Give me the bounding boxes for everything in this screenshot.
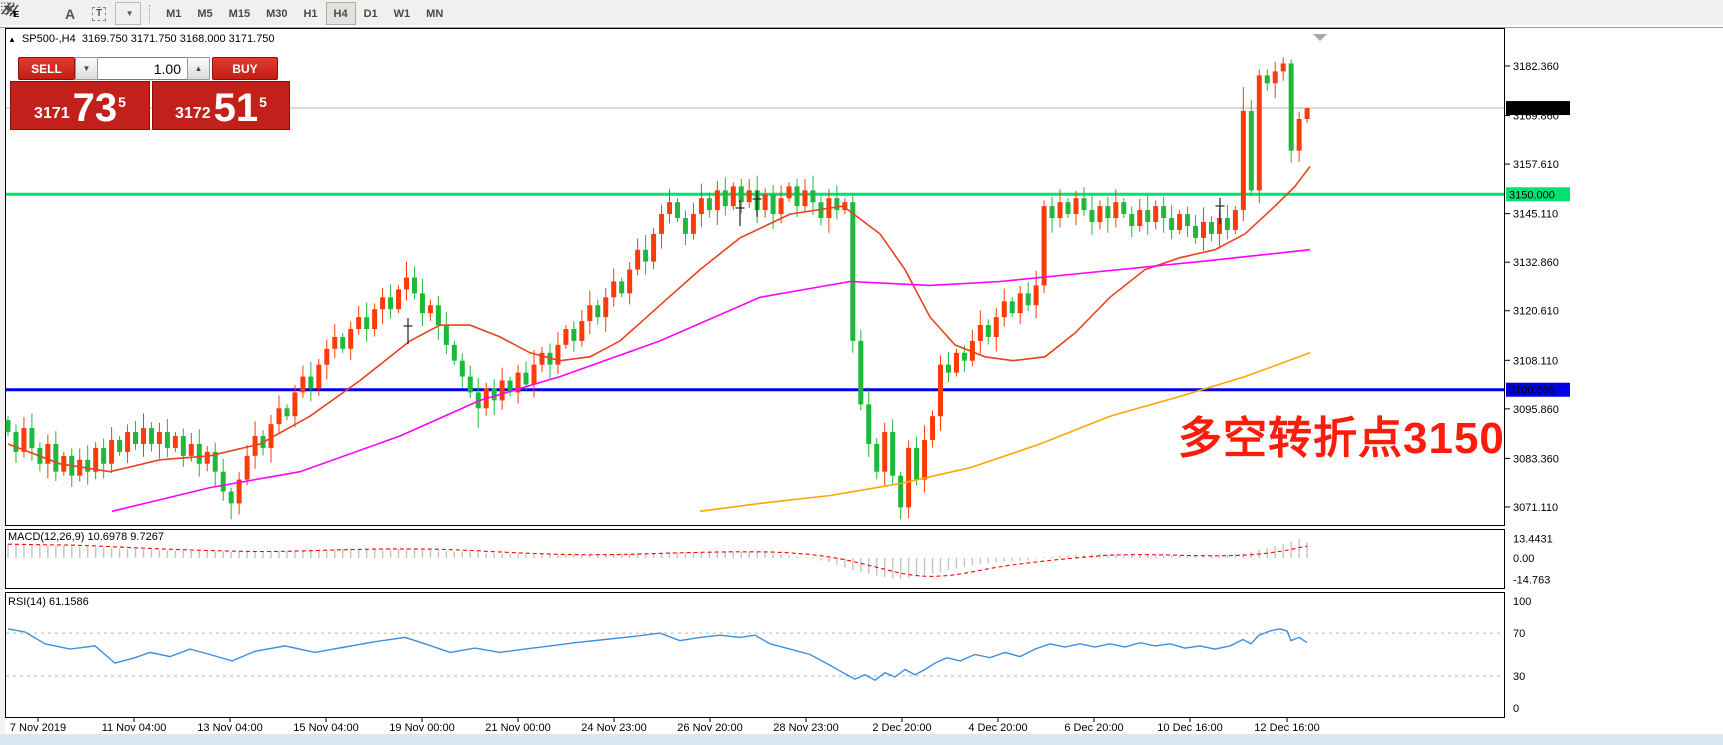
timeframe-button-M30[interactable]: M30 <box>258 2 295 25</box>
chinese-annotation-text: 多空转折点3150 <box>1178 414 1505 463</box>
svg-text:3150.000: 3150.000 <box>1509 189 1555 201</box>
sell-button[interactable]: SELL <box>18 57 75 80</box>
panel-frames <box>0 28 1723 745</box>
sell-price-sup: 5 <box>118 94 126 110</box>
buy-button[interactable]: BUY <box>212 57 278 80</box>
svg-text:3071.110: 3071.110 <box>1513 502 1558 514</box>
ma-fast-red-line <box>7 166 1311 473</box>
timeframe-button-H1[interactable]: H1 <box>295 2 325 25</box>
svg-text:E: E <box>14 10 20 18</box>
spinner-down-icon: ▼ <box>82 64 91 73</box>
toolbar: E F A T ▼ M1 M5 M15 M30 H <box>0 0 1723 28</box>
svg-text:19 Nov 00:00: 19 Nov 00:00 <box>389 722 454 734</box>
timeframe-button-H4[interactable]: H4 <box>325 2 356 25</box>
svg-text:0: 0 <box>1513 703 1519 715</box>
svg-text:3108.110: 3108.110 <box>1513 355 1558 367</box>
svg-text:28 Nov 23:00: 28 Nov 23:00 <box>773 722 838 734</box>
sell-price-pips: 73 <box>72 86 118 130</box>
spinner-up-icon: ▲ <box>194 64 203 73</box>
arrows-button[interactable]: ▼ <box>4 2 142 25</box>
ohlc-values: 3169.750 3171.750 3168.000 3171.750 <box>81 33 275 45</box>
sell-price-main: 3171 <box>34 105 70 122</box>
rsi-label: RSI(14) 61.1586 <box>8 596 89 608</box>
order-row: SELL ▼ ▲ BUY <box>18 57 278 80</box>
volume-increase-button[interactable]: ▲ <box>187 57 210 80</box>
svg-text:3120.610: 3120.610 <box>1513 306 1559 318</box>
svg-text:13.4431: 13.4431 <box>1513 534 1553 546</box>
cross-marks <box>403 191 1225 344</box>
svg-text:3095.860: 3095.860 <box>1513 404 1559 416</box>
timeframe-bar: M1 M5 M15 M30 H1 H4 D1 W1 MN <box>158 2 451 25</box>
text-box-button[interactable]: T <box>85 2 113 25</box>
svg-text:100: 100 <box>1513 596 1531 608</box>
svg-text:3157.610: 3157.610 <box>1513 159 1559 171</box>
buy-price-panel[interactable]: 3172 51 5 <box>152 81 290 130</box>
ma-slow-orange-line <box>699 352 1311 513</box>
price-row: 3171 73 5 3172 51 5 <box>10 81 290 130</box>
svg-text:6 Dec 20:00: 6 Dec 20:00 <box>1064 722 1123 734</box>
svg-text:3171.750: 3171.750 <box>1509 103 1555 115</box>
macd-signal-line <box>7 543 1308 577</box>
symbol-label: SP500-,H4 <box>21 33 76 45</box>
timeframe-button-M1[interactable]: M1 <box>158 2 189 25</box>
chart-title-bar[interactable]: ▲ SP500-,H4 3169.750 3171.750 3168.000 31… <box>8 33 275 45</box>
svg-text:2 Dec 20:00: 2 Dec 20:00 <box>872 722 931 734</box>
volume-input[interactable] <box>98 57 187 80</box>
text-label-icon: A <box>64 5 76 22</box>
svg-text:3100.685: 3100.685 <box>1509 385 1555 397</box>
buy-price-pips: 51 <box>213 86 259 130</box>
timeframe-button-MN[interactable]: MN <box>418 2 451 25</box>
svg-text:26 Nov 20:00: 26 Nov 20:00 <box>677 722 742 734</box>
svg-text:24 Nov 23:00: 24 Nov 23:00 <box>581 722 646 734</box>
time-axis: 7 Nov 2019 11 Nov 04:00 13 Nov 04:00 15 Nov… <box>10 718 1320 734</box>
chevron-down-icon: ▼ <box>125 9 134 18</box>
fibonacci-button[interactable]: F <box>1 2 55 25</box>
rsi-panel <box>6 628 1504 682</box>
toolbar-separator <box>149 4 151 23</box>
svg-text:13 Nov 04:00: 13 Nov 04:00 <box>197 722 262 734</box>
macd-panel <box>7 539 1308 580</box>
svg-text:7 Nov 2019: 7 Nov 2019 <box>10 722 66 734</box>
text-box-icon: T <box>92 6 107 21</box>
svg-text:F: F <box>13 10 18 18</box>
chart-shift-marker-icon[interactable] <box>1313 34 1327 41</box>
svg-text:-14.763: -14.763 <box>1513 574 1550 586</box>
svg-text:30: 30 <box>1513 671 1525 683</box>
timeframe-button-D1[interactable]: D1 <box>356 2 386 25</box>
buy-price-main: 3172 <box>175 105 211 122</box>
svg-text:0.00: 0.00 <box>1513 553 1534 565</box>
ma-mid-magenta-line <box>111 248 1311 513</box>
timeframe-button-W1[interactable]: W1 <box>386 2 419 25</box>
timeframe-button-M15[interactable]: M15 <box>221 2 258 25</box>
volume-decrease-button[interactable]: ▼ <box>75 57 98 80</box>
svg-text:11 Nov 04:00: 11 Nov 04:00 <box>102 722 167 734</box>
collapse-triangle-icon[interactable]: ▲ <box>8 35 16 44</box>
macd-label: MACD(12,26,9) 10.6978 9.7267 <box>8 531 164 543</box>
text-label-button[interactable]: A <box>57 2 83 25</box>
rsi-line <box>7 628 1308 682</box>
svg-text:3132.860: 3132.860 <box>1513 257 1559 269</box>
timeframe-button-M5[interactable]: M5 <box>189 2 220 25</box>
sell-price-panel[interactable]: 3171 73 5 <box>10 81 150 130</box>
svg-text:12 Dec 16:00: 12 Dec 16:00 <box>1254 722 1319 734</box>
buy-price-sup: 5 <box>259 94 267 110</box>
svg-text:3182.360: 3182.360 <box>1513 61 1559 73</box>
svg-text:10 Dec 16:00: 10 Dec 16:00 <box>1157 722 1222 734</box>
svg-text:3083.360: 3083.360 <box>1513 453 1559 465</box>
svg-text:21 Nov 00:00: 21 Nov 00:00 <box>485 722 550 734</box>
svg-text:15 Nov 04:00: 15 Nov 04:00 <box>293 722 358 734</box>
svg-text:4 Dec 20:00: 4 Dec 20:00 <box>968 722 1027 734</box>
svg-text:70: 70 <box>1513 628 1525 640</box>
svg-text:3145.110: 3145.110 <box>1513 209 1558 221</box>
price-axis: 3182.3603169.8603157.6103145.1103132.860… <box>1505 61 1570 715</box>
